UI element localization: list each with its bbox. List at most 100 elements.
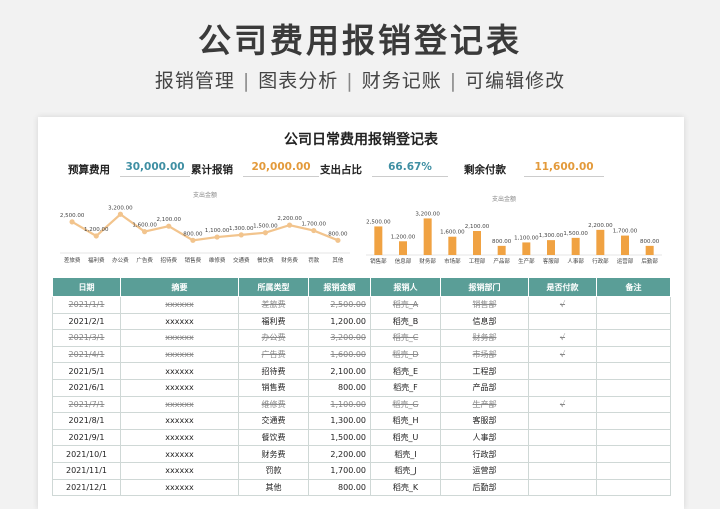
cell-type[interactable]: 广告费 — [238, 345, 309, 364]
cell-type[interactable]: 罚款 — [238, 461, 309, 480]
cell-paid[interactable]: √ — [528, 296, 597, 314]
cell-paid[interactable] — [528, 412, 597, 430]
cell-date[interactable]: 2021/4/1 — [52, 345, 121, 364]
column-header[interactable]: 报销金额 — [308, 277, 371, 297]
cell-summary[interactable]: xxxxxx — [120, 378, 239, 397]
cell-note[interactable] — [596, 362, 671, 380]
cell-date[interactable]: 2021/2/1 — [52, 312, 121, 331]
kpi-value[interactable]: 11,600.00 — [524, 157, 604, 177]
cell-note[interactable] — [596, 395, 671, 414]
cell-note[interactable] — [596, 445, 671, 463]
cell-note[interactable] — [596, 345, 671, 364]
cell-paid[interactable] — [528, 312, 597, 331]
bar[interactable] — [374, 226, 383, 255]
bar[interactable] — [571, 237, 580, 255]
cell-summary[interactable]: xxxxxx — [120, 445, 239, 463]
cell-paid[interactable]: √ — [528, 395, 597, 414]
cell-person[interactable]: 稻壳_K — [370, 478, 441, 497]
cell-paid[interactable]: √ — [528, 329, 597, 347]
column-header[interactable]: 摘要 — [120, 277, 239, 297]
cell-amount[interactable]: 2,100.00 — [308, 362, 371, 380]
cell-amount[interactable]: 1,700.00 — [308, 461, 371, 480]
cell-summary[interactable]: xxxxxx — [120, 478, 239, 497]
cell-summary[interactable]: xxxxxx — [120, 312, 239, 331]
cell-person[interactable]: 稻壳_J — [370, 461, 441, 480]
cell-dept[interactable]: 工程部 — [440, 362, 529, 380]
cell-type[interactable]: 维修费 — [238, 395, 309, 414]
cell-date[interactable]: 2021/9/1 — [52, 428, 121, 447]
column-header[interactable]: 是否付款 — [528, 277, 597, 297]
line-point[interactable] — [166, 223, 172, 229]
bar[interactable] — [522, 242, 531, 255]
cell-person[interactable]: 稻壳_A — [370, 296, 441, 314]
cell-amount[interactable]: 2,500.00 — [308, 296, 371, 314]
cell-person[interactable]: 稻壳_G — [370, 395, 441, 414]
cell-amount[interactable]: 2,200.00 — [308, 445, 371, 463]
cell-summary[interactable]: xxxxxx — [120, 395, 239, 414]
line-point[interactable] — [311, 227, 317, 234]
cell-date[interactable]: 2021/10/1 — [52, 445, 121, 463]
cell-dept[interactable]: 财务部 — [440, 329, 529, 347]
cell-paid[interactable] — [528, 428, 597, 447]
line-point[interactable] — [190, 237, 196, 243]
cell-person[interactable]: 稻壳_C — [370, 329, 441, 347]
cell-amount[interactable]: 1,200.00 — [308, 312, 371, 331]
cell-dept[interactable]: 行政部 — [440, 445, 529, 463]
cell-paid[interactable] — [528, 478, 597, 497]
line-point[interactable] — [93, 233, 99, 239]
cell-date[interactable]: 2021/11/1 — [52, 461, 121, 480]
kpi-value[interactable]: 30,000.00 — [120, 157, 190, 177]
cell-person[interactable]: 稻壳_B — [370, 312, 441, 331]
column-header[interactable]: 所属类型 — [238, 277, 309, 297]
cell-note[interactable] — [596, 428, 671, 447]
cell-summary[interactable]: xxxxxx — [120, 296, 239, 314]
kpi-value[interactable]: 66.67% — [372, 157, 448, 177]
cell-type[interactable]: 销售费 — [238, 378, 309, 397]
cell-amount[interactable]: 1,500.00 — [308, 428, 371, 447]
cell-amount[interactable]: 800.00 — [308, 478, 371, 497]
column-header[interactable]: 报销部门 — [440, 277, 529, 297]
bar[interactable] — [547, 240, 555, 255]
cell-type[interactable]: 餐饮费 — [238, 428, 309, 447]
cell-type[interactable]: 福利费 — [238, 312, 309, 331]
cell-person[interactable]: 稻壳_H — [370, 412, 441, 430]
cell-summary[interactable]: xxxxxx — [120, 345, 239, 364]
line-point[interactable] — [238, 232, 244, 238]
cell-date[interactable]: 2021/7/1 — [52, 395, 121, 414]
cell-summary[interactable]: xxxxxx — [120, 329, 239, 347]
bar[interactable] — [423, 218, 432, 255]
cell-dept[interactable]: 生产部 — [440, 395, 529, 414]
cell-person[interactable]: 稻壳_E — [370, 362, 441, 380]
column-header[interactable]: 报销人 — [370, 277, 441, 297]
line-point[interactable] — [117, 211, 124, 217]
cell-dept[interactable]: 市场部 — [440, 345, 529, 364]
cell-type[interactable]: 办公费 — [238, 329, 309, 347]
cell-type[interactable]: 交通费 — [238, 412, 309, 430]
line-point[interactable] — [335, 237, 341, 243]
cell-amount[interactable]: 3,200.00 — [308, 329, 371, 347]
cell-summary[interactable]: xxxxxx — [120, 461, 239, 480]
cell-person[interactable]: 稻壳_I — [370, 445, 441, 463]
cell-dept[interactable]: 产品部 — [440, 378, 529, 397]
bar[interactable] — [596, 229, 605, 255]
cell-dept[interactable]: 销售部 — [440, 296, 529, 314]
cell-date[interactable]: 2021/3/1 — [52, 329, 121, 347]
bar-chart[interactable]: 支出金额 2,500.00 销售部 1,200.00 信息部 3,200.00 财务部 1,6… — [356, 189, 672, 275]
line-point[interactable] — [141, 229, 148, 235]
cell-date[interactable]: 2021/12/1 — [52, 478, 121, 497]
bar[interactable] — [497, 245, 506, 255]
cell-date[interactable]: 2021/5/1 — [52, 362, 121, 380]
line-point[interactable] — [262, 230, 269, 236]
cell-amount[interactable]: 800.00 — [308, 378, 371, 397]
cell-note[interactable] — [596, 461, 671, 480]
cell-dept[interactable]: 信息部 — [440, 312, 529, 331]
cell-date[interactable]: 2021/6/1 — [52, 378, 121, 397]
cell-dept[interactable]: 客服部 — [440, 412, 529, 430]
cell-person[interactable]: 稻壳_U — [370, 428, 441, 447]
cell-person[interactable]: 稻壳_D — [370, 345, 441, 364]
column-header[interactable]: 日期 — [52, 277, 121, 297]
cell-type[interactable]: 差旅费 — [238, 296, 309, 314]
line-point[interactable] — [286, 222, 293, 228]
cell-note[interactable] — [596, 329, 671, 347]
cell-note[interactable] — [596, 296, 671, 314]
